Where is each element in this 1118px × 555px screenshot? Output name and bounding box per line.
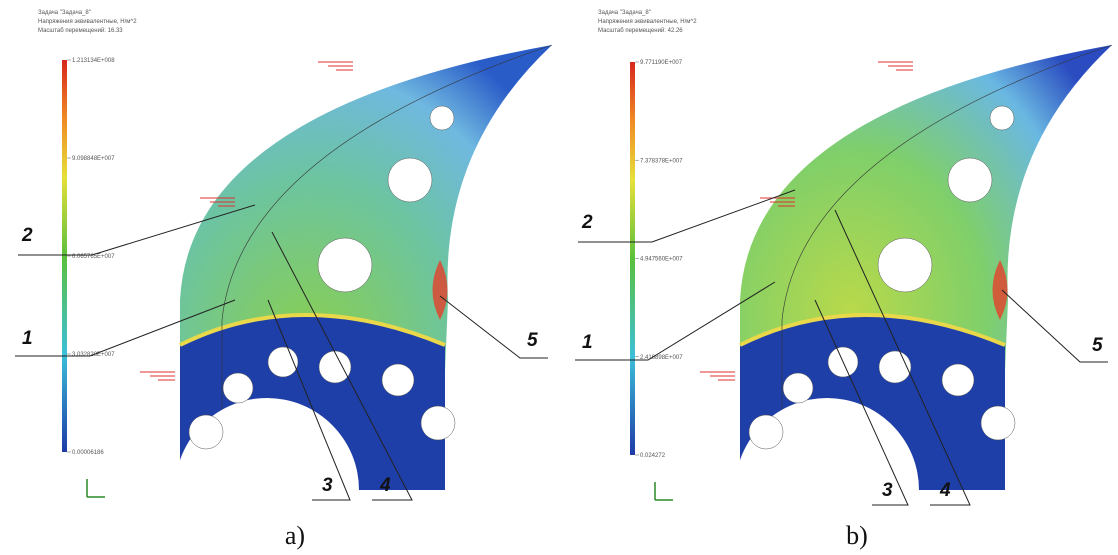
panel-caption: b) [846,521,868,550]
hole [942,364,974,396]
callout-label: 4 [939,480,951,501]
callout-label: 5 [1092,335,1103,356]
callout-label: 3 [322,475,333,496]
hole [319,351,351,383]
hole [981,406,1015,440]
legend-label: 9.098848E+007 [72,156,115,162]
callout-label: 3 [882,480,893,501]
hole [430,106,454,130]
hole [189,415,223,449]
hole [421,406,455,440]
legend-header: Масштаб перемещений: 42.26 [598,27,683,34]
hole [783,373,813,403]
hole [388,158,432,202]
hole [382,364,414,396]
legend-label: 0.00006186 [72,450,104,456]
color-bar [630,62,635,455]
callout-label: 1 [22,328,33,349]
legend-label: 4.947560E+007 [640,257,683,263]
legend-header: Напряжения эквивалентные, Н/м^2 [598,19,697,25]
figure: Задача "Задача_8" Напряжения эквивалентны… [0,0,1118,555]
legend-label: 9.771190E+007 [640,60,683,66]
panel: Задача "Задача_8" Напряжения эквивалентны… [575,10,1112,550]
legend-label: 0.024272 [640,453,666,459]
callout-label: 2 [581,212,593,233]
hole [879,351,911,383]
color-bar [62,60,67,452]
legend-label: 7.378378E+007 [640,158,683,164]
load-arrow [140,372,175,380]
callout-label: 2 [21,225,33,246]
hole [990,106,1014,130]
load-arrow [878,62,913,70]
callout-label: 4 [379,475,391,496]
callout-label: 5 [527,330,538,351]
legend-header: Напряжения эквивалентные, Н/м^2 [38,19,137,25]
hole [318,238,372,292]
hole [749,415,783,449]
legend-header: Задача "Задача_8" [38,10,91,16]
axis-triad [655,482,673,500]
hole [223,373,253,403]
legend-header: Масштаб перемещений: 16.33 [38,27,123,34]
axis-triad [87,479,105,497]
callout-label: 1 [582,332,593,353]
panel: Задача "Задача_8" Напряжения эквивалентны… [15,10,552,550]
legend-label: 1.213134E+008 [72,58,115,64]
hole [948,158,992,202]
legend-header: Задача "Задача_8" [598,10,651,16]
hole [878,238,932,292]
load-arrow [700,372,735,380]
load-arrow [318,62,353,70]
panel-caption: a) [285,521,305,550]
